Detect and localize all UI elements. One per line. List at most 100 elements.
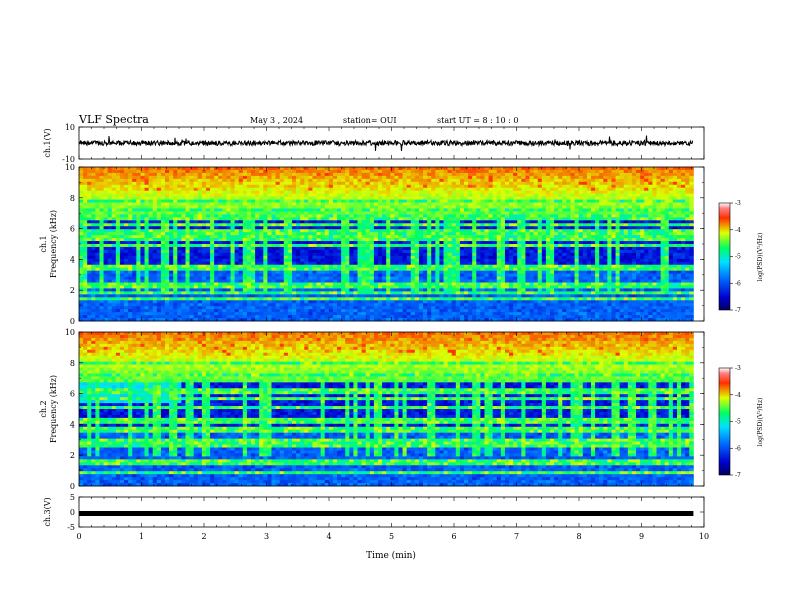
spectrogram-cell (222, 169, 227, 174)
spectrogram-cell (177, 291, 182, 295)
spectrogram-cell (230, 258, 236, 263)
spectrogram-cell (418, 184, 424, 189)
spectrogram-cell (427, 232, 432, 236)
spectrogram-cell (169, 178, 174, 183)
spectrogram-cell (103, 279, 109, 283)
spectrogram-cell (365, 238, 371, 242)
spectrogram-cell (119, 226, 125, 230)
spectrogram-cell (373, 220, 379, 224)
spectrogram-cell (312, 211, 317, 215)
spectrogram-cell (386, 190, 391, 195)
spectrogram-cell (201, 193, 207, 198)
spectrogram-cell (337, 285, 342, 289)
spectrogram-cell (390, 238, 395, 242)
spectrogram-cell (328, 264, 334, 269)
spectrogram-cell (451, 238, 457, 242)
spectrogram-cell (193, 306, 199, 310)
spectrogram-cell (267, 244, 272, 248)
spectrogram-cell (447, 187, 453, 192)
spectrogram-cell (275, 238, 281, 242)
spectrogram-cell (201, 312, 207, 316)
spectrogram-cell (205, 297, 211, 301)
spectrogram-cell (296, 244, 301, 248)
spectrogram-cell (296, 312, 301, 316)
spectrogram-cell (275, 255, 281, 260)
spectrogram-cell (148, 167, 154, 171)
spectrogram-cell (324, 190, 330, 195)
spectrogram-cell (79, 309, 84, 313)
spectrogram-cell (406, 306, 412, 310)
spectrogram-cell (263, 172, 268, 177)
spectrogram-cell (357, 282, 363, 286)
spectrogram-cell (300, 214, 305, 218)
spectrogram-cell (324, 318, 330, 322)
spectrogram-cell (386, 264, 391, 269)
spectrogram-cell (435, 309, 440, 313)
spectrogram-cell (185, 211, 190, 215)
spectrogram-cell (140, 196, 145, 200)
spectrogram-cell (263, 264, 268, 269)
spectrogram-cell (197, 282, 203, 286)
spectrogram-cell (386, 178, 391, 183)
spectrogram-cell (414, 181, 420, 186)
spectrogram-cell (369, 190, 375, 195)
spectrogram-cell (263, 294, 268, 298)
spectrogram-cell (169, 223, 174, 227)
spectrogram-cell (451, 249, 457, 254)
spectrogram-cell (259, 229, 264, 233)
spectrogram-cell (177, 199, 182, 203)
spectrogram-cell (378, 214, 383, 218)
spectrogram-cell (316, 175, 322, 180)
spectrogram-cell (87, 261, 92, 266)
spectrogram-cell (99, 229, 104, 233)
spectrogram-cell (296, 309, 301, 313)
spectrogram-cell (210, 273, 215, 277)
spectrogram-cell (308, 279, 313, 283)
spectrogram-cell (459, 175, 465, 180)
spectrogram-cell (287, 285, 293, 289)
spectrogram-cell (210, 288, 215, 292)
spectrogram-cell (406, 291, 412, 295)
spectrogram-cell (328, 175, 334, 180)
spectrogram-cell (447, 229, 453, 233)
spectrogram-cell (132, 226, 137, 230)
spectrogram-cell (353, 232, 358, 236)
spectrogram-cell (222, 205, 227, 209)
spectrogram-cell (296, 291, 301, 295)
spectrogram-cell (226, 217, 231, 221)
spectrogram-cell (328, 288, 334, 292)
spectrogram-cell (234, 264, 240, 269)
spectrogram-cell (263, 181, 268, 186)
spectrogram-cell (312, 300, 317, 304)
spectrogram-cell (447, 190, 453, 195)
spectrogram-cell (373, 175, 379, 180)
spectrogram-cell (386, 294, 391, 298)
spectrogram-cell (308, 261, 313, 266)
spectrogram-cell (353, 318, 358, 322)
spectrogram-cell (148, 297, 154, 301)
spectrogram-cell (365, 312, 371, 316)
spectrogram-cell (115, 226, 121, 230)
spectrogram-cell (402, 199, 408, 203)
spectrogram-cell (251, 199, 256, 203)
spectrogram-cell (455, 294, 461, 298)
spectrogram-cell (181, 193, 186, 198)
spectrogram-cell (115, 220, 121, 224)
spectrogram-cell (119, 187, 125, 192)
spectrogram-cell (455, 267, 461, 272)
spectrogram-cell (337, 205, 342, 209)
spectrogram-cell (308, 214, 313, 218)
spectrogram-cell (242, 297, 248, 301)
spectrogram-cell (324, 261, 330, 266)
spectrogram-cell (357, 244, 363, 248)
spectrogram-cell (177, 270, 182, 275)
spectrogram-cell (414, 238, 420, 242)
spectrogram-cell (242, 205, 248, 209)
spectrogram-cell (361, 167, 367, 171)
spectrogram-cell (156, 226, 162, 230)
spectrogram-cell (238, 282, 244, 286)
spectrogram-cell (357, 252, 363, 257)
spectrogram-cell (410, 172, 416, 177)
spectrogram-cell (312, 184, 317, 189)
spectrogram-cell (386, 229, 391, 233)
